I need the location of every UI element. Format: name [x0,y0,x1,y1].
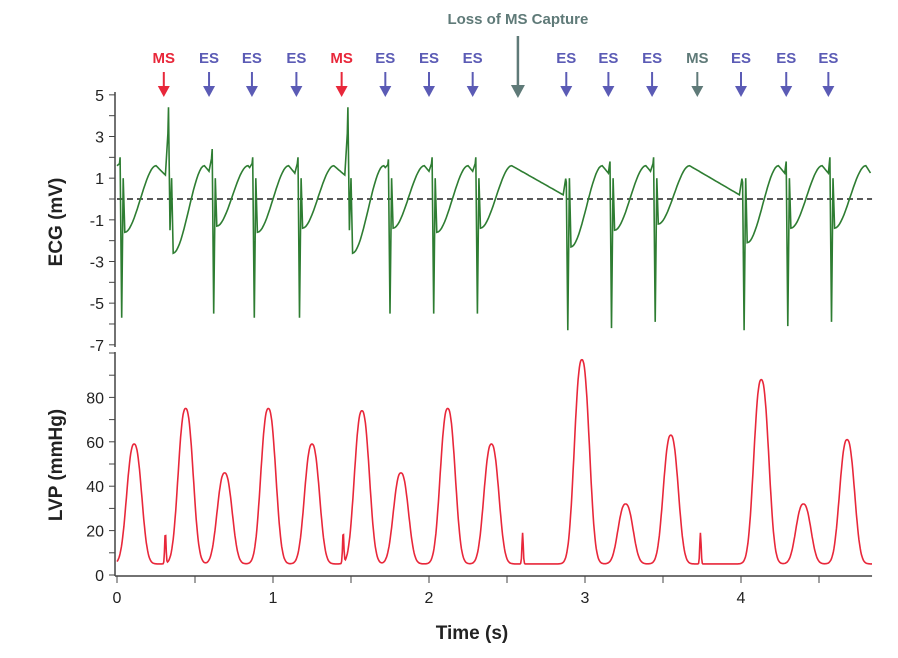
event-arrow-head [822,86,835,97]
lvp-y-tick-label: 60 [86,435,104,452]
ecg-y-tick-label: -7 [90,338,104,355]
event-label-es: ES [242,50,262,67]
x-tick-label: 2 [425,590,434,607]
event-label-ms: MS [330,50,353,67]
ecg-panel: ECG (mV) 5 3 1 -1 -3 -5 -7 [46,88,873,355]
event-arrow-head [203,86,216,97]
event-arrow-head [780,86,793,97]
event-label-es: ES [556,50,576,67]
event-arrow-head [735,86,747,97]
event-label-es: ES [598,50,618,67]
event-label-es: ES [642,50,662,67]
ecg-y-tick-label: 1 [95,171,104,188]
event-arrow-head [423,86,435,97]
event-label-es: ES [286,50,306,67]
lvp-panel: LVP (mmHg) Time (s) 0 20 40 60 80 0 1 2 3 4 [46,352,873,644]
event-arrow-head [560,86,573,97]
event-arrow-head [245,86,258,97]
x-tick-label: 4 [737,590,746,607]
event-label-es: ES [818,50,838,67]
x-tick-label: 0 [113,590,122,607]
event-arrow-head [646,86,659,97]
lvp-y-tick-label: 20 [86,524,104,541]
ecg-y-tick-label: 3 [95,130,104,147]
lvp-y-axis-label: LVP (mmHg) [46,409,67,521]
ecg-y-axis-label: ECG (mV) [46,178,67,267]
ecg-y-tick-label: 5 [95,88,104,105]
loss-of-capture-arrow-head [510,85,525,98]
event-arrow-head [379,86,392,97]
event-arrow-head [691,86,704,97]
x-axis-label: Time (s) [436,623,509,644]
event-arrow-head [290,86,303,97]
ecg-y-tick-label: -5 [90,296,104,313]
x-tick-label: 1 [269,590,278,607]
loss-of-capture-label: Loss of MS Capture [447,11,588,28]
event-label-es: ES [463,50,483,67]
event-arrow-head [466,86,479,97]
event-label-es: ES [375,50,395,67]
lvp-y-tick-label: 0 [95,568,104,585]
event-label-es: ES [776,50,796,67]
event-arrow-head [602,86,615,97]
event-label-es: ES [199,50,219,67]
event-label-es: ES [419,50,439,67]
lvp-y-tick-label: 80 [86,390,104,407]
ecg-trace [116,107,872,331]
ecg-y-tick-label: -1 [90,213,104,230]
event-label-ms: MS [153,50,176,67]
lvp-y-tick-label: 40 [86,479,104,496]
lvp-trace [116,358,872,565]
event-label-es: ES [731,50,751,67]
event-markers: MS ES ES ES MS ES ES ES ES ES ES MS ES ES ES Loss of MS… [153,11,838,98]
x-tick-label: 3 [581,590,590,607]
ecg-y-tick-label: -3 [90,254,104,271]
event-label-ms: MS [686,50,709,67]
event-arrow-head [157,86,170,97]
event-arrow-head [335,86,348,97]
